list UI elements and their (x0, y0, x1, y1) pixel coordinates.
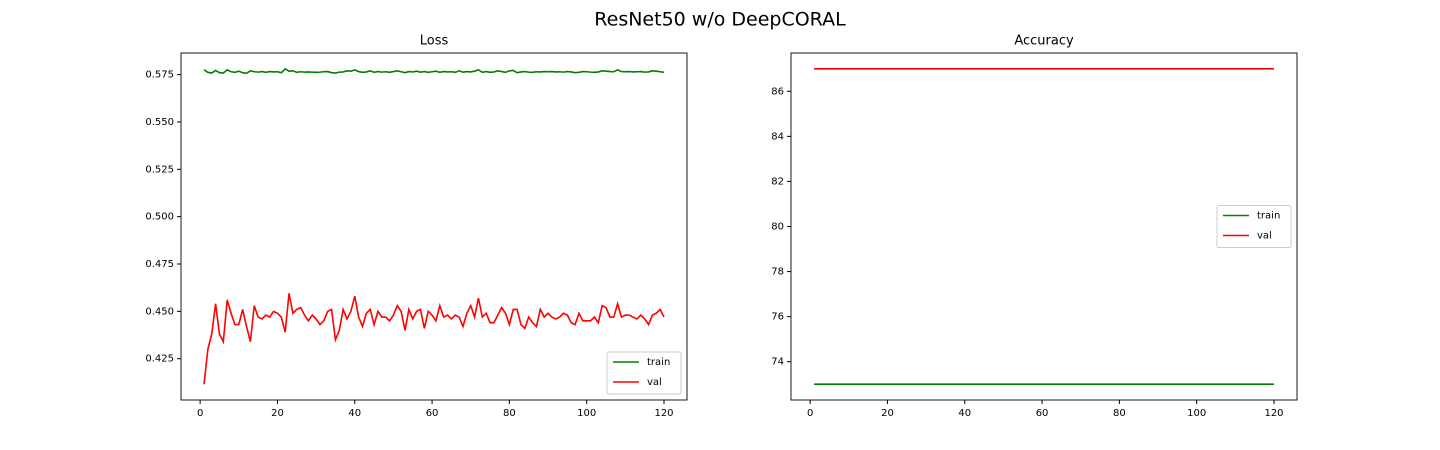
x-tick-label: 120 (654, 408, 673, 419)
y-tick-label: 86 (771, 86, 784, 97)
x-tick-label: 0 (197, 408, 203, 419)
x-tick-label: 80 (1113, 408, 1126, 419)
chart-title: Accuracy (1014, 34, 1074, 49)
x-tick-label: 100 (1187, 408, 1206, 419)
y-tick-label: 74 (771, 357, 784, 368)
line-series (203, 67, 665, 75)
y-tick-label: 0.425 (145, 354, 174, 365)
y-tick-label: 80 (771, 222, 784, 233)
y-tick-label: 0.500 (145, 212, 174, 223)
plot-frame (790, 52, 1298, 401)
y-tick-label: 82 (771, 176, 784, 187)
legend-label: train (647, 357, 670, 368)
x-tick-label: 120 (1264, 408, 1283, 419)
y-tick-label: 76 (771, 312, 784, 323)
y-tick-label: 0.475 (145, 259, 174, 270)
x-tick-label: 100 (577, 408, 596, 419)
x-tick-label: 20 (271, 408, 284, 419)
x-tick-label: 40 (348, 408, 361, 419)
y-tick-label: 0.525 (145, 164, 174, 175)
x-tick-label: 80 (503, 408, 516, 419)
chart-title: Loss (420, 34, 449, 49)
line-series (203, 293, 665, 385)
x-tick-label: 60 (426, 408, 439, 419)
plot-frame (180, 52, 688, 401)
legend-label: val (647, 377, 662, 388)
y-tick-label: 84 (771, 131, 784, 142)
y-tick-label: 78 (771, 267, 784, 278)
y-tick-label: 0.575 (145, 70, 174, 81)
legend-label: val (1257, 231, 1272, 242)
x-tick-label: 0 (807, 408, 813, 419)
x-tick-label: 60 (1036, 408, 1049, 419)
x-tick-label: 20 (881, 408, 894, 419)
y-tick-label: 0.450 (145, 306, 174, 317)
y-tick-label: 0.550 (145, 117, 174, 128)
legend-label: train (1257, 211, 1280, 222)
x-tick-label: 40 (958, 408, 971, 419)
figure-title: ResNet50 w/o DeepCORAL (594, 9, 846, 31)
